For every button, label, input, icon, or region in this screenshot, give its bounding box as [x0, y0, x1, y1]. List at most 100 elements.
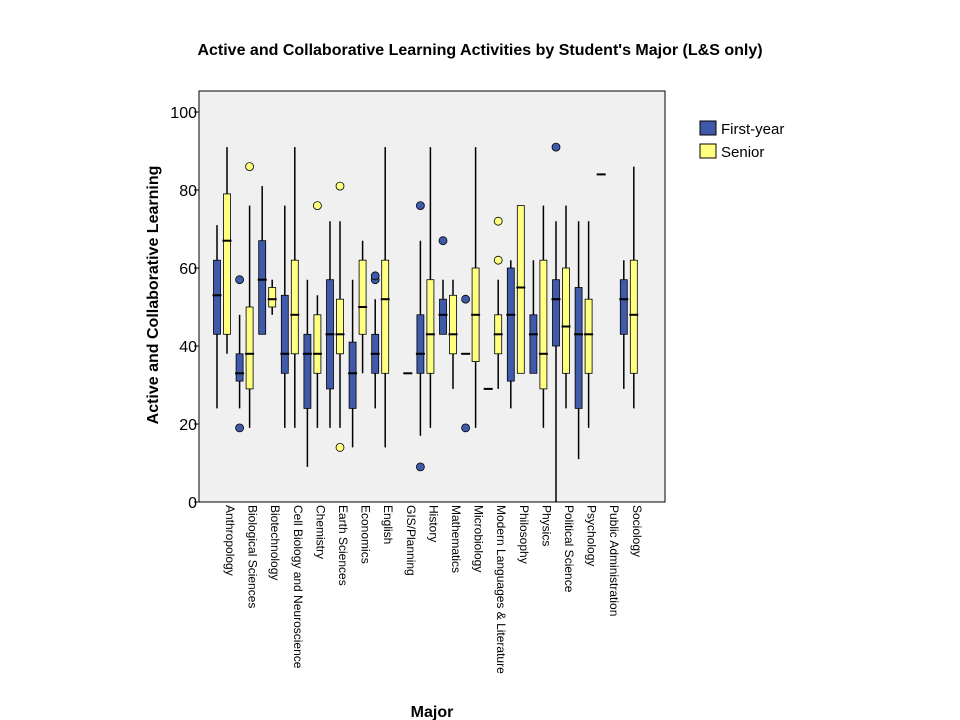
first-year-box	[212, 225, 222, 409]
y-tick-label: 20	[179, 417, 197, 434]
x-tick-label: Cell Biology and Neuroscience	[291, 505, 305, 669]
x-tick-label: GIS/Planning	[404, 505, 418, 576]
x-tick-label: Anthropology	[223, 505, 237, 576]
legend-label: Senior	[721, 144, 764, 161]
chart-title: Active and Collaborative Learning Activi…	[197, 42, 762, 59]
y-axis-title: Active and Collaborative Learning	[145, 166, 162, 425]
senior-box	[471, 147, 481, 428]
outlier-point	[551, 142, 561, 152]
legend-label: First-year	[721, 121, 784, 138]
outlier-point	[438, 236, 448, 246]
box-iqr	[516, 205, 525, 374]
x-axis: Anthropology Biological Sciences Biotechno…	[223, 505, 644, 674]
box-iqr	[268, 287, 277, 308]
box-iqr	[552, 279, 560, 347]
box-iqr	[629, 259, 638, 374]
first-year-box	[528, 260, 538, 374]
y-tick-label: 80	[179, 183, 197, 200]
first-year-box	[280, 205, 290, 428]
x-tick-label: History	[426, 505, 440, 542]
senior-box	[312, 201, 322, 428]
box-iqr	[539, 259, 548, 390]
first-year-box	[235, 275, 245, 433]
first-year-box	[370, 271, 380, 409]
x-tick-label: Biological Sciences	[246, 505, 260, 608]
senior-box	[267, 279, 277, 315]
x-tick-label: Public Administration	[607, 505, 621, 616]
box-iqr	[313, 314, 322, 374]
senior-box	[516, 205, 526, 374]
x-tick-label: Political Science	[562, 505, 576, 593]
outlier-point	[461, 294, 471, 304]
box-iqr	[258, 240, 267, 335]
outlier-point	[415, 201, 425, 211]
box-iqr	[416, 314, 425, 374]
senior-box	[335, 181, 345, 452]
senior-box	[290, 147, 300, 428]
senior-box	[629, 166, 639, 409]
outlier-point	[415, 462, 425, 472]
box-iqr	[336, 298, 344, 355]
first-year-box	[574, 221, 584, 460]
first-year-box	[257, 186, 267, 335]
x-tick-label: Chemistry	[313, 505, 327, 559]
y-tick-label: 40	[179, 339, 197, 356]
box-iqr	[426, 279, 435, 374]
box-iqr	[619, 279, 628, 335]
x-tick-label: Earth Sciences	[336, 505, 350, 586]
legend: First-year Senior	[699, 120, 784, 161]
box-iqr	[213, 259, 221, 335]
x-tick-label: Mathematics	[449, 505, 463, 573]
box-iqr	[449, 294, 457, 355]
senior-box	[358, 240, 368, 374]
senior-box	[245, 162, 255, 428]
outlier-point	[493, 255, 503, 265]
box-iqr	[280, 294, 289, 374]
box-iqr	[381, 259, 390, 374]
outlier-point	[235, 423, 245, 433]
box-iqr	[235, 353, 244, 382]
box-iqr	[290, 259, 299, 355]
box-iqr	[223, 193, 231, 335]
legend-swatch	[699, 120, 717, 136]
y-tick-label: 0	[188, 495, 197, 512]
outlier-point	[493, 216, 503, 226]
legend-swatch	[699, 143, 717, 159]
senior-box	[380, 147, 390, 448]
senior-box	[222, 147, 232, 354]
boxes	[212, 142, 639, 502]
outlier-point	[312, 201, 322, 211]
senior-box	[493, 216, 503, 389]
x-tick-label: Sociology	[630, 505, 644, 557]
outlier-point	[245, 162, 255, 172]
first-year-box	[348, 279, 358, 448]
outlier-point	[461, 423, 471, 433]
box-iqr	[358, 259, 367, 335]
box-iqr	[245, 306, 254, 390]
x-tick-label: Physics	[539, 505, 553, 546]
first-year-box	[619, 260, 629, 389]
x-tick-label: Microbiology	[472, 505, 486, 572]
first-year-box	[302, 279, 312, 467]
box-iqr	[506, 267, 515, 382]
first-year-box	[506, 260, 516, 409]
box-iqr	[562, 267, 570, 374]
box-iqr	[584, 298, 593, 374]
first-year-box	[551, 142, 561, 502]
first-year-box	[325, 221, 335, 428]
senior-box	[448, 279, 458, 389]
outlier-point	[335, 442, 345, 452]
x-tick-label: English	[381, 505, 395, 544]
senior-box	[584, 221, 594, 428]
box-iqr	[439, 298, 447, 335]
box-iqr	[529, 314, 538, 374]
y-tick-label: 100	[170, 105, 197, 122]
x-axis-title: Major	[411, 704, 454, 720]
outlier-point	[235, 275, 245, 285]
outlier-point	[370, 271, 380, 281]
senior-box	[425, 147, 435, 428]
first-year-box	[461, 294, 471, 433]
outlier-point	[335, 181, 345, 191]
box-iqr	[303, 333, 312, 409]
